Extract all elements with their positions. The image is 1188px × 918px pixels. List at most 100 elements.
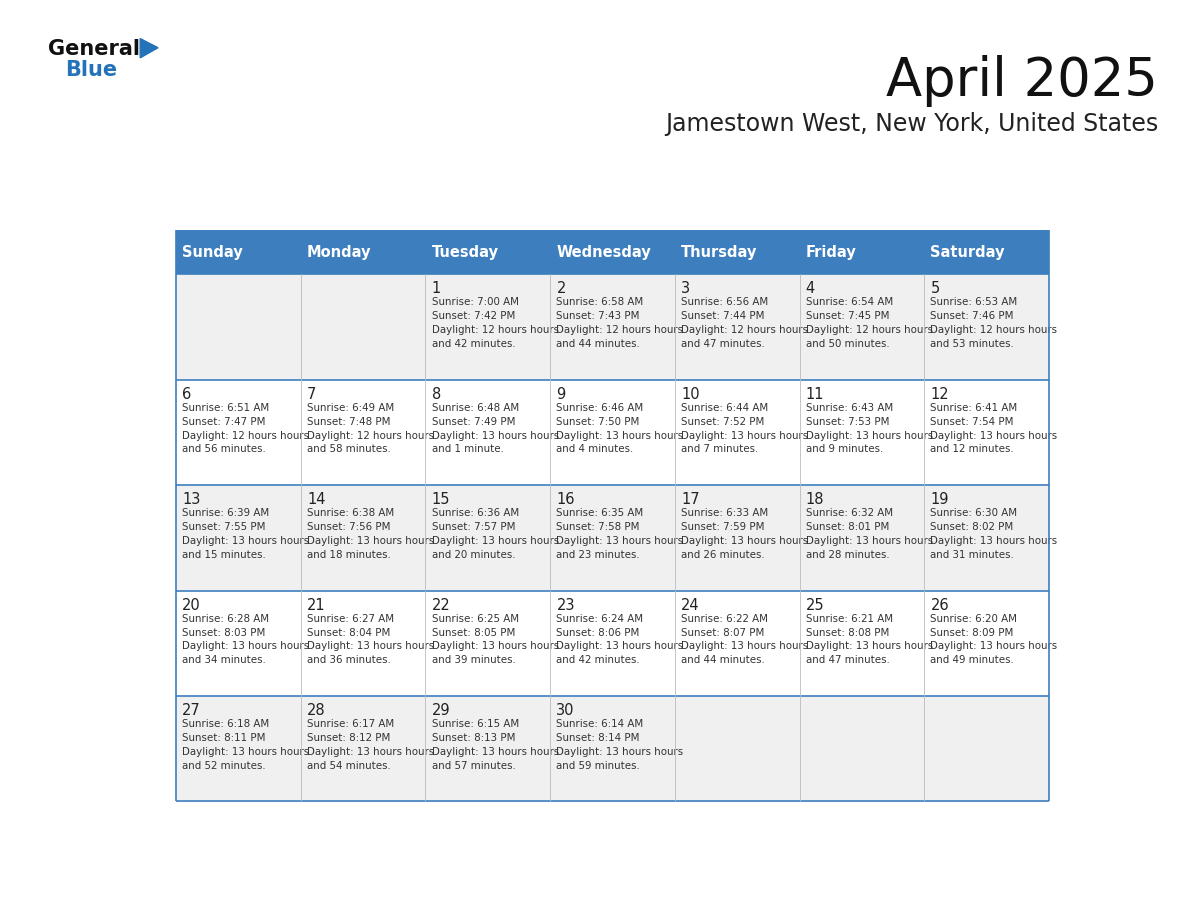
Text: Daylight: 12 hours hours: Daylight: 12 hours hours [182,431,309,441]
Text: and 54 minutes.: and 54 minutes. [307,761,391,771]
Bar [425,230,550,274]
Text: and 36 minutes.: and 36 minutes. [307,655,391,666]
Text: Sunrise: 6:43 AM: Sunrise: 6:43 AM [805,403,893,413]
Bar [176,380,1049,485]
Text: Sunrise: 6:28 AM: Sunrise: 6:28 AM [182,614,270,624]
Text: and 12 minutes.: and 12 minutes. [930,444,1015,454]
Text: Sunrise: 6:36 AM: Sunrise: 6:36 AM [431,509,519,519]
Text: 12: 12 [930,386,949,402]
Text: 5: 5 [930,281,940,297]
Text: Monday: Monday [307,245,372,260]
Text: Sunrise: 6:58 AM: Sunrise: 6:58 AM [556,297,644,308]
Text: Sunrise: 6:24 AM: Sunrise: 6:24 AM [556,614,644,624]
Text: Daylight: 13 hours hours: Daylight: 13 hours hours [307,642,434,652]
Text: Jamestown West, New York, United States: Jamestown West, New York, United States [665,112,1158,136]
Text: and 59 minutes.: and 59 minutes. [556,761,640,771]
Text: Friday: Friday [805,245,857,260]
Text: 30: 30 [556,703,575,718]
Text: and 4 minutes.: and 4 minutes. [556,444,633,454]
Text: Daylight: 13 hours hours: Daylight: 13 hours hours [681,536,808,546]
Text: Daylight: 13 hours hours: Daylight: 13 hours hours [681,431,808,441]
Text: and 20 minutes.: and 20 minutes. [431,550,516,560]
Text: Sunrise: 6:39 AM: Sunrise: 6:39 AM [182,509,270,519]
Text: 6: 6 [182,386,191,402]
Text: and 1 minute.: and 1 minute. [431,444,504,454]
Text: Wednesday: Wednesday [556,245,651,260]
Text: and 52 minutes.: and 52 minutes. [182,761,266,771]
Text: 18: 18 [805,492,824,507]
Text: Sunset: 7:59 PM: Sunset: 7:59 PM [681,522,765,532]
Text: Daylight: 13 hours hours: Daylight: 13 hours hours [681,642,808,652]
Text: and 58 minutes.: and 58 minutes. [307,444,391,454]
Text: and 39 minutes.: and 39 minutes. [431,655,516,666]
Text: Sunrise: 6:48 AM: Sunrise: 6:48 AM [431,403,519,413]
Text: Sunrise: 6:53 AM: Sunrise: 6:53 AM [930,297,1018,308]
Text: Sunrise: 6:30 AM: Sunrise: 6:30 AM [930,509,1018,519]
Text: Sunset: 7:43 PM: Sunset: 7:43 PM [556,311,640,321]
Text: 19: 19 [930,492,949,507]
Text: 7: 7 [307,386,316,402]
Text: Sunset: 7:58 PM: Sunset: 7:58 PM [556,522,640,532]
Bar [176,230,301,274]
Text: Sunset: 7:53 PM: Sunset: 7:53 PM [805,417,890,427]
Text: 17: 17 [681,492,700,507]
Text: Sunset: 8:09 PM: Sunset: 8:09 PM [930,628,1013,638]
Text: Sunset: 7:48 PM: Sunset: 7:48 PM [307,417,391,427]
Text: Saturday: Saturday [930,245,1005,260]
Text: Sunset: 8:03 PM: Sunset: 8:03 PM [182,628,266,638]
Text: Sunrise: 6:35 AM: Sunrise: 6:35 AM [556,509,644,519]
Text: and 44 minutes.: and 44 minutes. [556,339,640,349]
Text: Daylight: 13 hours hours: Daylight: 13 hours hours [431,431,558,441]
Text: Sunrise: 6:44 AM: Sunrise: 6:44 AM [681,403,769,413]
Text: 24: 24 [681,598,700,612]
Text: Tuesday: Tuesday [431,245,499,260]
Text: Sunrise: 6:25 AM: Sunrise: 6:25 AM [431,614,519,624]
Bar [924,230,1049,274]
Text: and 49 minutes.: and 49 minutes. [930,655,1015,666]
Text: and 23 minutes.: and 23 minutes. [556,550,640,560]
Text: Sunrise: 6:21 AM: Sunrise: 6:21 AM [805,614,893,624]
Text: Sunset: 7:56 PM: Sunset: 7:56 PM [307,522,391,532]
Text: Daylight: 13 hours hours: Daylight: 13 hours hours [805,642,933,652]
Text: Sunset: 7:57 PM: Sunset: 7:57 PM [431,522,516,532]
Bar [176,696,1049,801]
Text: 11: 11 [805,386,824,402]
Text: and 56 minutes.: and 56 minutes. [182,444,266,454]
Text: Sunset: 8:05 PM: Sunset: 8:05 PM [431,628,516,638]
Text: Sunrise: 6:32 AM: Sunrise: 6:32 AM [805,509,893,519]
Text: 29: 29 [431,703,450,718]
Text: 21: 21 [307,598,326,612]
Text: Sunset: 7:45 PM: Sunset: 7:45 PM [805,311,890,321]
Text: 2: 2 [556,281,565,297]
Text: Daylight: 13 hours hours: Daylight: 13 hours hours [556,431,683,441]
Text: April 2025: April 2025 [886,55,1158,107]
Text: Sunset: 8:02 PM: Sunset: 8:02 PM [930,522,1013,532]
Text: Daylight: 13 hours hours: Daylight: 13 hours hours [556,536,683,546]
Text: Daylight: 13 hours hours: Daylight: 13 hours hours [930,431,1057,441]
Text: and 47 minutes.: and 47 minutes. [805,655,890,666]
Text: Sunset: 7:46 PM: Sunset: 7:46 PM [930,311,1015,321]
Text: 3: 3 [681,281,690,297]
Text: Sunrise: 6:20 AM: Sunrise: 6:20 AM [930,614,1017,624]
Text: Sunrise: 6:38 AM: Sunrise: 6:38 AM [307,509,394,519]
Text: Sunrise: 6:46 AM: Sunrise: 6:46 AM [556,403,644,413]
Text: Sunset: 7:49 PM: Sunset: 7:49 PM [431,417,516,427]
Text: Daylight: 13 hours hours: Daylight: 13 hours hours [805,536,933,546]
Bar [301,230,425,274]
Text: Daylight: 13 hours hours: Daylight: 13 hours hours [307,536,434,546]
Text: General: General [48,39,139,59]
Text: 26: 26 [930,598,949,612]
Text: and 53 minutes.: and 53 minutes. [930,339,1015,349]
Text: Blue: Blue [65,60,118,80]
Text: Sunset: 7:47 PM: Sunset: 7:47 PM [182,417,266,427]
Text: Daylight: 12 hours hours: Daylight: 12 hours hours [556,325,683,335]
Text: Thursday: Thursday [681,245,758,260]
Text: 13: 13 [182,492,201,507]
Text: Daylight: 13 hours hours: Daylight: 13 hours hours [805,431,933,441]
Text: and 42 minutes.: and 42 minutes. [431,339,516,349]
Text: and 15 minutes.: and 15 minutes. [182,550,266,560]
Text: Sunset: 8:08 PM: Sunset: 8:08 PM [805,628,889,638]
Text: Sunset: 7:52 PM: Sunset: 7:52 PM [681,417,765,427]
Text: 8: 8 [431,386,441,402]
Text: and 31 minutes.: and 31 minutes. [930,550,1015,560]
